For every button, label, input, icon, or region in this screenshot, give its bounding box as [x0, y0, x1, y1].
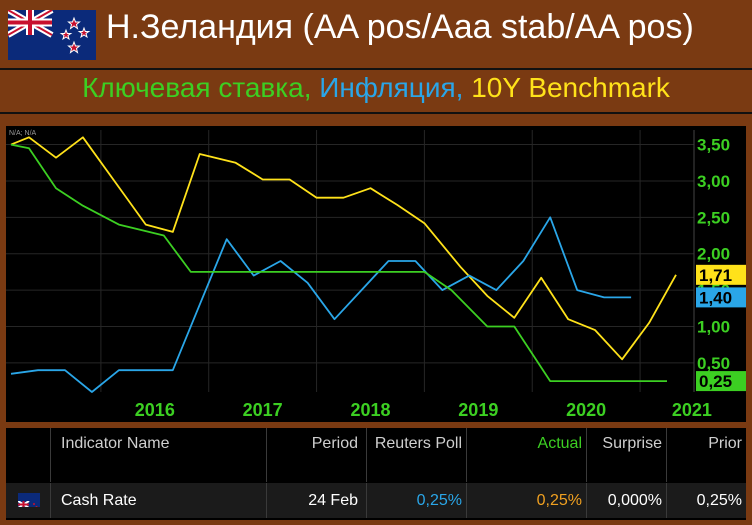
- row-period: 24 Feb: [266, 483, 366, 518]
- series-line-2: [10, 143, 667, 383]
- x-tick-label: 2020: [566, 400, 606, 420]
- row-flag-cell: [6, 483, 50, 518]
- x-tick-label: 2016: [135, 400, 175, 420]
- header-surprise[interactable]: Surprise: [586, 428, 666, 482]
- page-title: Н.Зеландия (AA pos/Aaa stab/AA pos): [106, 8, 694, 46]
- row-indicator-name: Cash Rate: [50, 483, 266, 518]
- y-tick-label: 3,00: [697, 172, 730, 191]
- last-value-badge-0: [696, 264, 746, 285]
- last-value-label-0: 1,71: [699, 266, 732, 285]
- series-line-1: [10, 216, 632, 393]
- last-value-label-1: 1,40: [699, 288, 732, 307]
- header-period[interactable]: Period: [266, 428, 366, 482]
- subtitle-key-rate: Ключевая ставка,: [82, 72, 320, 103]
- new-zealand-flag-icon: [8, 10, 96, 60]
- indicator-table: Indicator Name Period Reuters Poll Actua…: [6, 428, 746, 520]
- row-actual: 0,25%: [466, 483, 586, 518]
- x-tick-label: 2021: [672, 400, 712, 420]
- y-tick-label: 2,50: [697, 208, 730, 227]
- header-divider: [0, 68, 752, 70]
- new-zealand-flag-icon: [18, 493, 40, 507]
- last-value-badge-2: [696, 371, 746, 392]
- header-actual[interactable]: Actual: [466, 428, 586, 482]
- line-chart: N/A; N/A3,503,002,502,001,501,000,502016…: [6, 130, 746, 420]
- x-tick-label: 2017: [243, 400, 283, 420]
- x-tick-label: 2018: [350, 400, 390, 420]
- series-line-0: [10, 136, 677, 361]
- table-row[interactable]: Cash Rate 24 Feb 0,25% 0,25% 0,000% 0,25…: [6, 483, 746, 518]
- subtitle-10y-benchmark: 10Y Benchmark: [471, 72, 670, 103]
- y-tick-label: 3,50: [697, 136, 730, 155]
- row-reuters-poll: 0,25%: [366, 483, 466, 518]
- y-tick-label: 2,00: [697, 245, 730, 264]
- header-reuters-poll[interactable]: Reuters Poll: [366, 428, 466, 482]
- table-header-flag-cell: [6, 428, 50, 482]
- header-prior[interactable]: Prior: [666, 428, 746, 482]
- chart-corner-note: N/A; N/A: [9, 130, 37, 137]
- y-tick-label: 1,00: [697, 318, 730, 337]
- subtitle-divider: [0, 112, 752, 114]
- subtitle-inflation: Инфляция,: [319, 72, 472, 103]
- header-banner: Н.Зеландия (AA pos/Aaa stab/AA pos): [0, 0, 752, 68]
- table-header-row: Indicator Name Period Reuters Poll Actua…: [6, 428, 746, 482]
- row-surprise: 0,000%: [586, 483, 666, 518]
- row-prior: 0,25%: [666, 483, 746, 518]
- last-value-label-2: 0,25: [699, 372, 732, 391]
- y-tick-label: 0,50: [697, 354, 730, 373]
- header-indicator-name[interactable]: Indicator Name: [50, 428, 266, 482]
- x-tick-label: 2019: [458, 400, 498, 420]
- chart-subtitle: Ключевая ставка, Инфляция, 10Y Benchmark: [0, 72, 752, 104]
- last-value-badge-1: [696, 287, 746, 308]
- chart-panel: N/A; N/A3,503,002,502,001,501,000,502016…: [6, 126, 746, 422]
